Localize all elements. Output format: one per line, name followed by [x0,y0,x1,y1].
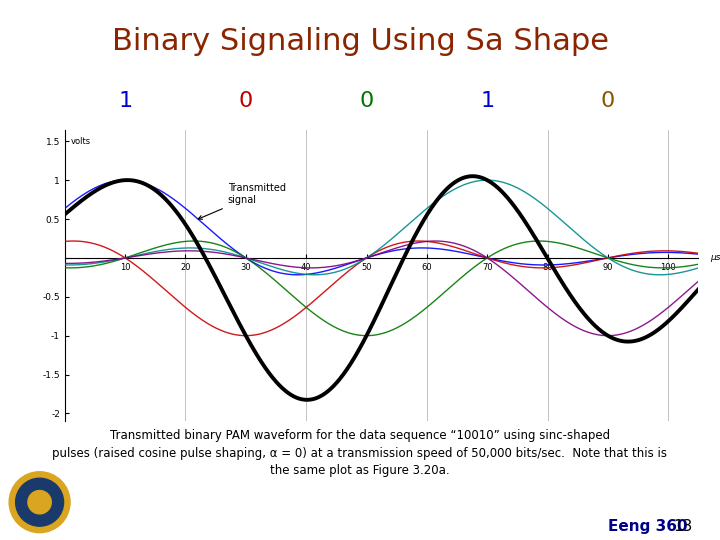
Text: 1: 1 [118,91,132,111]
Circle shape [16,478,63,526]
Text: Transmitted
signal: Transmitted signal [198,184,286,219]
Text: Binary Signaling Using Sa Shape: Binary Signaling Using Sa Shape [112,27,608,56]
Text: Eeng 360: Eeng 360 [608,518,688,534]
Circle shape [9,472,70,532]
Text: the same plot as Figure 3.20a.: the same plot as Figure 3.20a. [270,464,450,477]
Text: volts: volts [71,137,91,146]
Text: 13: 13 [673,518,693,534]
Text: 0: 0 [359,91,374,111]
Circle shape [28,490,51,514]
Text: 1: 1 [480,91,494,111]
Text: 0: 0 [239,91,253,111]
Text: μsec: μsec [711,253,720,262]
Text: 0: 0 [600,91,615,111]
Text: pulses (raised cosine pulse shaping, α = 0) at a transmission speed of 50,000 bi: pulses (raised cosine pulse shaping, α =… [53,447,667,460]
Text: Transmitted binary PAM waveform for the data sequence “10010” using sinc-shaped: Transmitted binary PAM waveform for the … [110,429,610,442]
